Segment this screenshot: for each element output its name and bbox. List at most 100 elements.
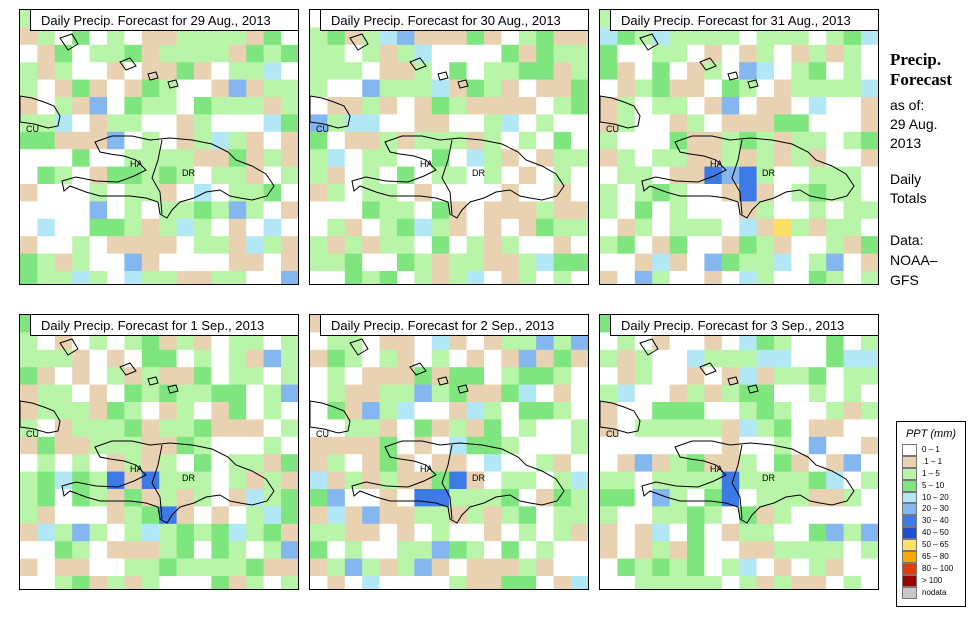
precip-cell [54,236,73,254]
precip-cell [281,402,298,420]
precip-cell [141,149,160,167]
legend-swatch [902,586,917,599]
precip-cell [431,201,450,220]
precip-cell [791,506,810,525]
precip-cell [739,236,757,254]
precip-cell [704,419,723,438]
legend-swatch [902,562,917,575]
precip-cell [194,436,212,455]
precip-cell [687,271,705,284]
precip-cell [379,332,398,351]
precip-cell [20,402,38,420]
precip-cell [861,436,878,455]
island-outline [59,338,79,356]
precip-cell [246,236,264,254]
precip-cell [89,44,108,63]
precip-cell [600,558,618,577]
precip-cell [397,131,415,150]
precip-cell [756,236,775,254]
precip-cell [141,271,160,284]
precip-cell [379,489,398,507]
precip-cell [194,349,212,368]
precip-cell [72,471,90,490]
precip-cell [310,576,328,589]
precip-cell [194,166,212,185]
panel-title: Daily Precip. Forecast for 30 Aug., 2013 [320,10,588,31]
precip-cell [501,436,520,455]
island-outline [639,338,659,356]
precip-cell [141,349,160,368]
precip-cell [571,541,588,559]
precip-cell [843,332,862,351]
precip-cell [37,114,56,133]
precip-cell [124,523,143,542]
precip-cell [756,114,775,133]
precip-cell [826,184,844,202]
precip-cell [652,253,670,272]
precip-cell [861,166,878,185]
precip-cell [704,332,723,351]
precip-cell [652,384,670,403]
precip-cell [107,44,125,63]
precip-cell [54,184,73,202]
precip-cell [281,271,298,284]
precip-cell [466,271,485,284]
precip-cell [246,384,264,403]
precip-cell [704,114,723,133]
precip-cell [141,236,160,254]
precip-cell [843,471,862,490]
precip-cell [826,236,844,254]
precip-cell [843,454,862,472]
precip-cell [518,149,537,167]
precip-cell [344,558,363,577]
precip-cell [808,489,827,507]
precip-cell [518,436,537,455]
precip-cell [37,332,56,351]
precip-cell [54,523,73,542]
label-cu: CU [316,429,329,439]
precip-cell [72,523,90,542]
legend-item: 65 – 80 [897,551,965,563]
precip-cell [518,384,537,403]
precip-cell [72,454,90,472]
precip-cell [791,349,810,368]
precip-cell [536,27,554,46]
precip-cell [54,436,73,455]
precip-cell [107,271,125,284]
precip-cell [634,201,653,220]
precip-cell [397,271,415,284]
precip-cell [501,523,520,542]
precip-cell [634,184,653,202]
precip-cell [159,489,177,507]
precip-cell [501,44,520,63]
precip-cell [263,384,282,403]
precip-cell [739,558,757,577]
precip-cell [843,349,862,368]
precip-cell [536,419,554,438]
precip-cell [571,332,588,351]
precip-cell [501,506,520,525]
precip-cell [379,218,398,237]
legend-swatch [902,539,917,552]
island-outline [457,79,469,89]
precip-cell [72,27,90,46]
precip-cell [344,506,363,525]
precip-cell [228,166,247,185]
precip-cell [194,218,212,237]
precip-cell [617,184,636,202]
precip-cell [466,79,485,98]
precip-cell [617,576,636,589]
precip-cell [721,349,740,368]
precip-cell [518,271,537,284]
precip-cell [141,184,160,202]
precip-cell [466,506,485,525]
precip-cell [617,149,636,167]
precip-cell [774,402,792,420]
precip-cell [843,97,862,115]
precip-cell [176,62,195,80]
precip-cell [431,541,450,559]
label-dr: DR [762,168,775,178]
precip-cell [791,419,810,438]
legend-item: > 100 [897,574,965,587]
precip-cell [826,131,844,150]
